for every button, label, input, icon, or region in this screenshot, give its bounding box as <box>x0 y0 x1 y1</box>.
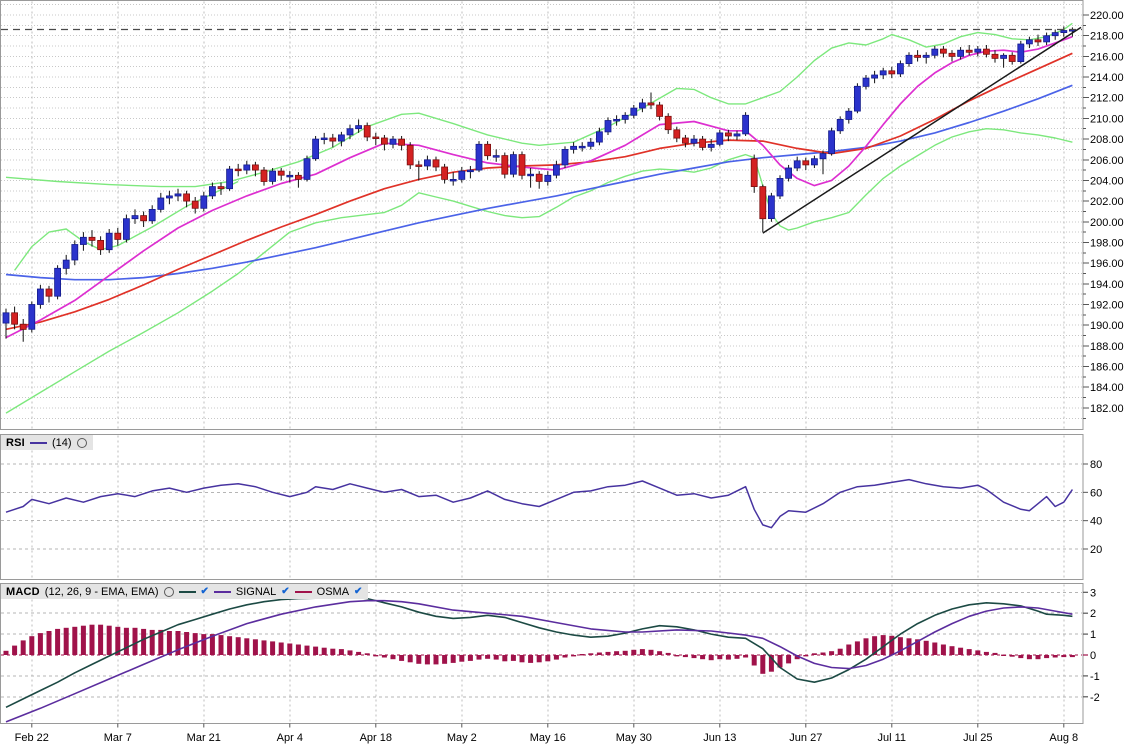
svg-text:196.00: 196.00 <box>1090 258 1124 270</box>
date-axis: Feb 22 Mar 7 Mar 21 Apr 4 Apr 18 May 2 May 16 M… <box>15 723 1078 744</box>
svg-text:204.00: 204.00 <box>1090 175 1124 187</box>
macd-line-swatch <box>178 590 196 593</box>
fast-ma-line <box>5 35 1073 339</box>
svg-text:214.00: 214.00 <box>1090 72 1124 84</box>
osma-swatch <box>294 590 312 593</box>
svg-text:186.00: 186.00 <box>1090 362 1124 374</box>
rsi-line <box>5 478 1074 529</box>
svg-text:202.00: 202.00 <box>1090 196 1124 208</box>
gridlines <box>1 1 1082 723</box>
svg-text:40: 40 <box>1090 516 1102 528</box>
svg-text:Feb 22: Feb 22 <box>15 732 49 744</box>
svg-text:190.00: 190.00 <box>1090 320 1124 332</box>
svg-text:Jul 11: Jul 11 <box>878 732 907 744</box>
rsi-line-swatch <box>29 441 47 444</box>
svg-text:Apr 4: Apr 4 <box>277 732 303 744</box>
svg-text:May 30: May 30 <box>616 732 652 744</box>
svg-text:188.00: 188.00 <box>1090 341 1124 353</box>
bollinger-lower-band-line <box>5 127 1073 414</box>
candles-layer[interactable] <box>2 26 1076 342</box>
osma-visible-checkbox[interactable]: ✔ <box>354 585 363 597</box>
svg-text:1: 1 <box>1090 629 1096 641</box>
signal-line-swatch <box>213 590 231 593</box>
svg-text:216.00: 216.00 <box>1090 51 1124 63</box>
trendline[interactable] <box>762 26 1082 234</box>
svg-text:60: 60 <box>1090 487 1102 499</box>
svg-text:210.00: 210.00 <box>1090 113 1124 125</box>
mid-ma-line <box>5 52 1073 331</box>
svg-text:Jun 13: Jun 13 <box>703 732 736 744</box>
svg-text:208.00: 208.00 <box>1090 134 1124 146</box>
svg-text:194.00: 194.00 <box>1090 279 1124 291</box>
osma-legend-label: OSMA <box>316 585 350 598</box>
globe-icon[interactable] <box>163 586 174 597</box>
bollinger-upper-band-line <box>5 22 1073 188</box>
price-axis: 220.00 218.00 216.00 214.00 212.00 210.00 208.… <box>1083 10 1124 419</box>
svg-text:Mar 7: Mar 7 <box>104 732 132 744</box>
svg-text:20: 20 <box>1090 544 1102 556</box>
svg-text:-2: -2 <box>1090 692 1100 704</box>
svg-text:80: 80 <box>1090 459 1102 471</box>
svg-text:Jun 27: Jun 27 <box>789 732 822 744</box>
svg-text:May 2: May 2 <box>447 732 477 744</box>
signal-legend-label: SIGNAL <box>235 585 277 598</box>
svg-text:3: 3 <box>1090 587 1096 599</box>
svg-text:-1: -1 <box>1090 671 1100 683</box>
slow-ma-line <box>5 84 1073 281</box>
svg-text:192.00: 192.00 <box>1090 300 1124 312</box>
macd-line <box>5 596 1073 709</box>
svg-text:Aug 8: Aug 8 <box>1049 732 1078 744</box>
macd-axis: 3 2 1 0 -1 -2 <box>1083 587 1100 704</box>
svg-text:200.00: 200.00 <box>1090 217 1124 229</box>
signal-visible-checkbox[interactable]: ✔ <box>281 585 290 597</box>
macd-legend-title: MACD <box>6 585 40 598</box>
svg-text:Apr 18: Apr 18 <box>360 732 392 744</box>
svg-text:Jul 25: Jul 25 <box>963 732 992 744</box>
svg-text:218.00: 218.00 <box>1090 31 1124 43</box>
macd-visible-checkbox[interactable]: ✔ <box>200 585 209 597</box>
svg-text:0: 0 <box>1090 650 1096 662</box>
osma-histogram <box>3 624 1075 674</box>
rsi-legend: RSI (14) <box>1 435 93 450</box>
macd-legend-params: (12, 26, 9 - EMA, EMA) <box>44 585 159 598</box>
globe-icon[interactable] <box>76 437 87 448</box>
macd-legend: MACD (12, 26, 9 - EMA, EMA) ✔ SIGNAL ✔ O… <box>1 584 369 599</box>
svg-text:212.00: 212.00 <box>1090 93 1124 105</box>
svg-text:206.00: 206.00 <box>1090 155 1124 167</box>
rsi-legend-title: RSI <box>6 436 25 449</box>
svg-text:2: 2 <box>1090 608 1096 620</box>
svg-text:Mar 21: Mar 21 <box>187 732 221 744</box>
svg-text:182.00: 182.00 <box>1090 403 1124 415</box>
svg-text:220.00: 220.00 <box>1090 10 1124 22</box>
rsi-legend-params: (14) <box>51 436 72 449</box>
rsi-axis: 80 60 40 20 <box>1083 459 1102 556</box>
svg-text:198.00: 198.00 <box>1090 237 1124 249</box>
svg-text:184.00: 184.00 <box>1090 382 1124 394</box>
svg-text:May 16: May 16 <box>530 732 566 744</box>
signal-line <box>5 599 1073 723</box>
